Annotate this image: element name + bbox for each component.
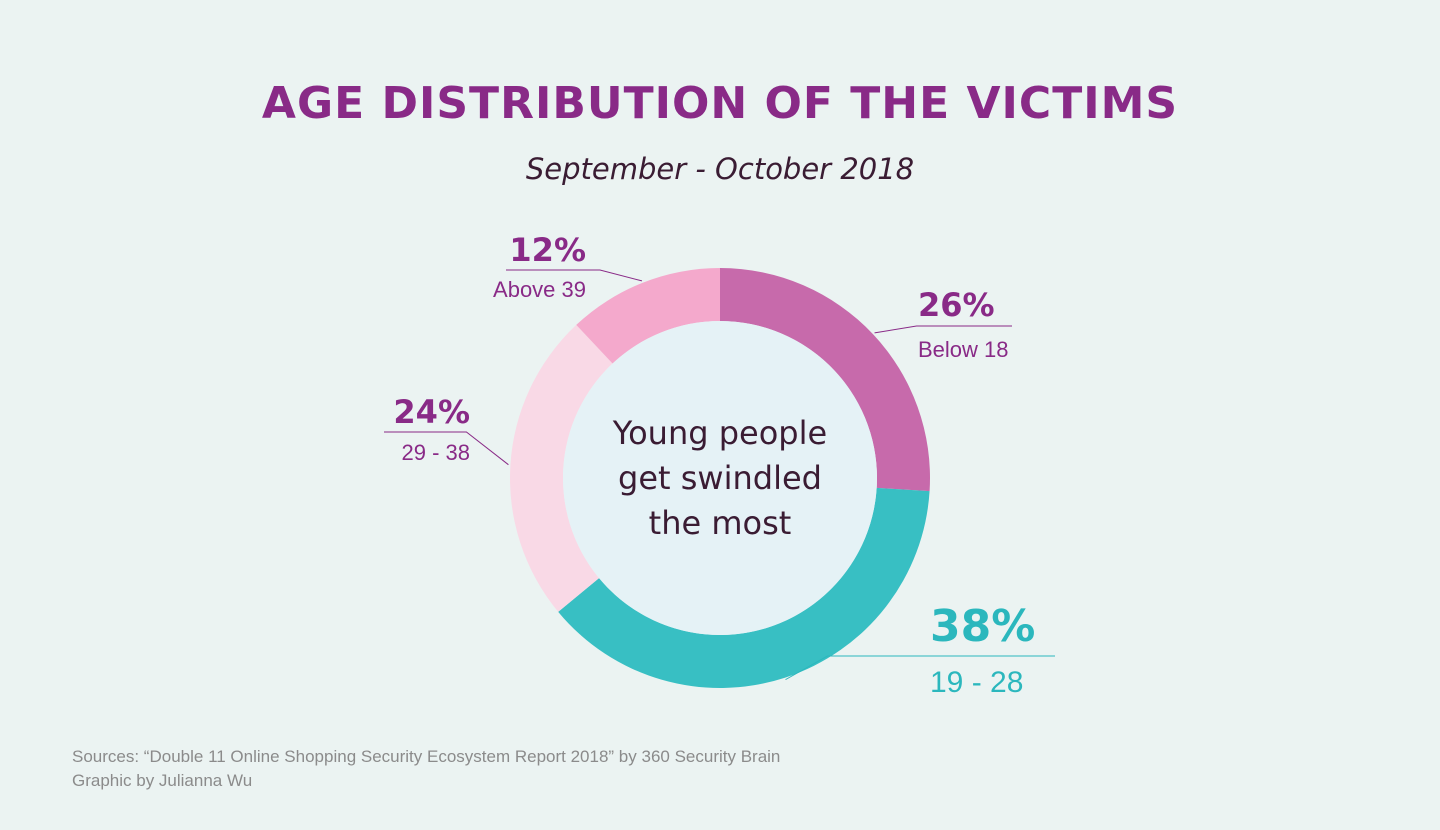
leader-line xyxy=(874,325,1012,334)
footer: Sources: “Double 11 Online Shopping Secu… xyxy=(72,745,780,793)
chart-title: AGE DISTRIBUTION OF THE VICTIMS xyxy=(261,78,1179,129)
donut-slice-1 xyxy=(720,268,931,492)
chart-subtitle: September - October 2018 xyxy=(525,152,915,186)
donut-slice-3 xyxy=(510,324,613,612)
leader-line xyxy=(785,655,1055,681)
slice-value-label: 38% xyxy=(930,601,1035,652)
leader-line xyxy=(506,269,643,282)
donut-slice-2 xyxy=(558,487,930,689)
slice-category-label: Below 18 xyxy=(918,337,1009,362)
center-circle xyxy=(563,321,877,635)
slice-category-label: 29 - 38 xyxy=(402,440,471,465)
sources-note: Sources: “Double 11 Online Shopping Secu… xyxy=(72,747,781,766)
slice-value-label: 24% xyxy=(393,393,470,431)
graphic-credit: Graphic by Julianna Wu xyxy=(72,771,253,790)
slice-value-label: 12% xyxy=(509,231,586,269)
slice-category-label: 19 - 28 xyxy=(930,666,1023,699)
leader-line xyxy=(384,431,509,466)
slice-category-label: Above 39 xyxy=(493,277,586,302)
slice-value-label: 26% xyxy=(918,286,995,324)
center-message: Young people get swindled the most xyxy=(612,414,827,542)
donut-slice-4 xyxy=(576,268,720,364)
